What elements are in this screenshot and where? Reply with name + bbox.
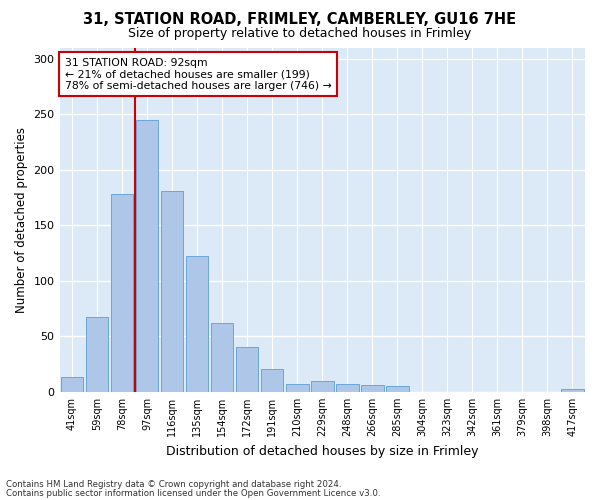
Bar [311, 381, 334, 392]
Bar [386, 386, 409, 392]
Bar [186, 256, 208, 392]
Y-axis label: Number of detached properties: Number of detached properties [15, 126, 28, 312]
Bar [336, 384, 359, 392]
Bar [61, 378, 83, 392]
Text: 31 STATION ROAD: 92sqm
← 21% of detached houses are smaller (199)
78% of semi-de: 31 STATION ROAD: 92sqm ← 21% of detached… [65, 58, 332, 91]
Bar [286, 384, 308, 392]
Bar [86, 318, 109, 392]
Text: 31, STATION ROAD, FRIMLEY, CAMBERLEY, GU16 7HE: 31, STATION ROAD, FRIMLEY, CAMBERLEY, GU… [83, 12, 517, 28]
Bar [236, 348, 259, 392]
Bar [361, 386, 383, 392]
Bar [111, 194, 133, 392]
Bar [136, 120, 158, 392]
Text: Size of property relative to detached houses in Frimley: Size of property relative to detached ho… [128, 28, 472, 40]
X-axis label: Distribution of detached houses by size in Frimley: Distribution of detached houses by size … [166, 444, 479, 458]
Bar [211, 323, 233, 392]
Bar [261, 368, 283, 392]
Bar [561, 388, 584, 392]
Text: Contains HM Land Registry data © Crown copyright and database right 2024.: Contains HM Land Registry data © Crown c… [6, 480, 341, 489]
Bar [161, 191, 184, 392]
Text: Contains public sector information licensed under the Open Government Licence v3: Contains public sector information licen… [6, 488, 380, 498]
